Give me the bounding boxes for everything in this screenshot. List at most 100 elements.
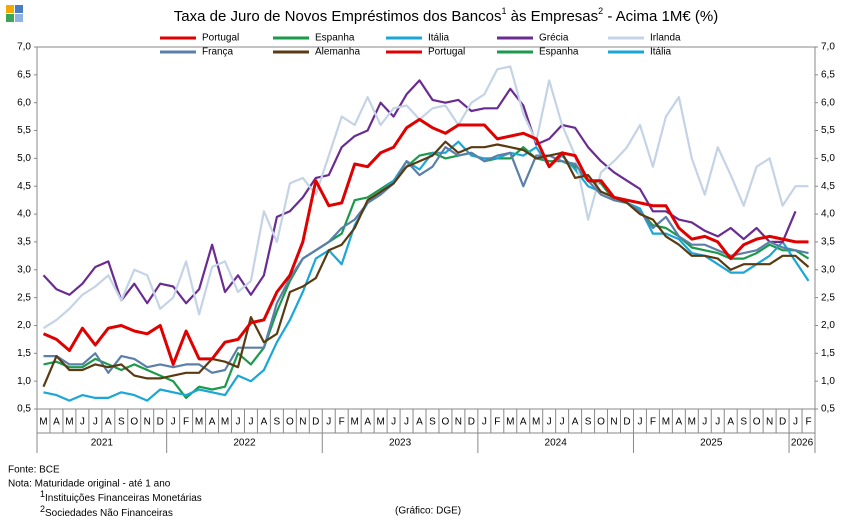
y2-tick-label: 3,5 [821, 237, 835, 248]
y-tick-label: 4,5 [17, 181, 31, 192]
footnote: 1Instituições Financeiras Monetárias [40, 489, 202, 503]
x-tick-label: F [339, 417, 345, 428]
x-tick-label: D [623, 417, 630, 428]
footnote-mark: 1 [40, 489, 45, 499]
x-tick-label: A [364, 417, 371, 428]
y2-tick-label: 1,0 [821, 376, 835, 387]
x-tick-label: S [585, 417, 592, 428]
x-tick-label: N [455, 417, 462, 428]
x-tick-label: O [442, 417, 450, 428]
x-tick-label: O [597, 417, 605, 428]
y-tick-label: 2,5 [17, 292, 31, 303]
x-tick-label: J [482, 417, 487, 428]
x-tick-label: F [494, 417, 500, 428]
title-sup: 2 [598, 6, 603, 16]
x-tick-label: S [274, 417, 281, 428]
x-tick-label: A [105, 417, 112, 428]
chart-title: Taxa de Juro de Novos Empréstimos dos Ba… [174, 6, 718, 25]
x-tick-label: J [547, 417, 552, 428]
y-tick-label: 5,5 [17, 125, 31, 136]
series-line [43, 146, 809, 374]
y2-tick-label: 4,0 [821, 209, 835, 220]
title-text: - Acima 1M€ (%) [603, 8, 718, 25]
x-tick-label: J [171, 417, 176, 428]
legend-label: Alemanha [315, 47, 360, 58]
y-tick-label: 1,5 [17, 348, 31, 359]
year-label: 2022 [233, 438, 256, 449]
x-tick-label: D [468, 417, 475, 428]
x-tick-label: F [805, 417, 811, 428]
x-tick-label: N [144, 417, 151, 428]
legend-label: Itália [428, 33, 450, 44]
legend-label: Portugal [202, 33, 239, 44]
x-tick-label: S [429, 417, 436, 428]
title-sup: 1 [501, 6, 506, 16]
legend-label: Grécia [539, 33, 569, 44]
y-tick-label: 3,0 [17, 264, 31, 275]
year-label: 2023 [389, 438, 412, 449]
y2-tick-label: 5,0 [821, 153, 835, 164]
plot-frame [36, 46, 816, 410]
y2-tick-label: 3,0 [821, 264, 835, 275]
y2-tick-label: 5,5 [821, 125, 835, 136]
x-tick-label: J [326, 417, 331, 428]
title-text: Taxa de Juro de Novos Empréstimos dos Ba… [174, 8, 502, 25]
y2-tick-label: 1,5 [821, 348, 835, 359]
series-line [42, 140, 810, 388]
series-line [42, 117, 809, 366]
x-tick-label: A [520, 417, 527, 428]
x-tick-label: A [676, 417, 683, 428]
source: Fonte: BCE [8, 465, 60, 476]
footnote-text: Sociedades Não Financeiras [45, 508, 173, 519]
x-tick-label: A [572, 417, 579, 428]
x-tick-label: J [248, 417, 253, 428]
x-tick-label: M [376, 417, 384, 428]
y-tick-label: 2,0 [17, 320, 31, 331]
year-label: 2025 [700, 438, 723, 449]
note: Nota: Maturidade original - até 1 ano [8, 479, 171, 490]
y2-tick-label: 0,5 [821, 404, 835, 415]
x-tick-label: O [130, 417, 138, 428]
y-tick-label: 1,0 [17, 376, 31, 387]
year-label: 2021 [91, 438, 114, 449]
footnote-text: Instituições Financeiras Monetárias [45, 493, 202, 504]
x-tick-label: J [702, 417, 707, 428]
y-tick-label: 0,5 [17, 404, 31, 415]
x-tick-label: O [286, 417, 294, 428]
y-tick-label: 6,0 [17, 97, 31, 108]
x-tick-label: J [637, 417, 642, 428]
x-tick-label: J [235, 417, 240, 428]
x-tick-label: J [404, 417, 409, 428]
y2-tick-label: 6,0 [821, 97, 835, 108]
x-tick-label: M [195, 417, 203, 428]
legend-label: Portugal [428, 47, 465, 58]
x-tick-label: F [183, 417, 189, 428]
footnote-mark: 2 [40, 504, 45, 514]
x-tick-label: M [506, 417, 514, 428]
footnote: 2Sociedades Não Financeiras [40, 504, 173, 518]
year-label: 2024 [545, 438, 568, 449]
y-tick-label: 3,5 [17, 237, 31, 248]
x-tick-label: M [688, 417, 696, 428]
legend-label: Itália [650, 47, 672, 58]
x-tick-label: N [610, 417, 617, 428]
x-tick-label: N [299, 417, 306, 428]
x-tick-label: A [416, 417, 423, 428]
x-tick-label: N [766, 417, 773, 428]
y-tick-label: 5,0 [17, 153, 31, 164]
x-tick-label: J [80, 417, 85, 428]
x-tick-label: M [662, 417, 670, 428]
x-tick-label: S [740, 417, 747, 428]
y2-tick-label: 7,0 [821, 42, 835, 53]
x-tick-label: J [391, 417, 396, 428]
series-line [43, 146, 810, 399]
x-tick-label: J [793, 417, 798, 428]
y-tick-label: 7,0 [17, 42, 31, 53]
credit: (Gráfico: DGE) [395, 506, 461, 517]
x-tick-label: M [39, 417, 47, 428]
x-tick-label: A [209, 417, 216, 428]
x-tick-label: S [118, 417, 125, 428]
x-tick-label: M [351, 417, 359, 428]
title-text: às Empresas [506, 8, 598, 25]
